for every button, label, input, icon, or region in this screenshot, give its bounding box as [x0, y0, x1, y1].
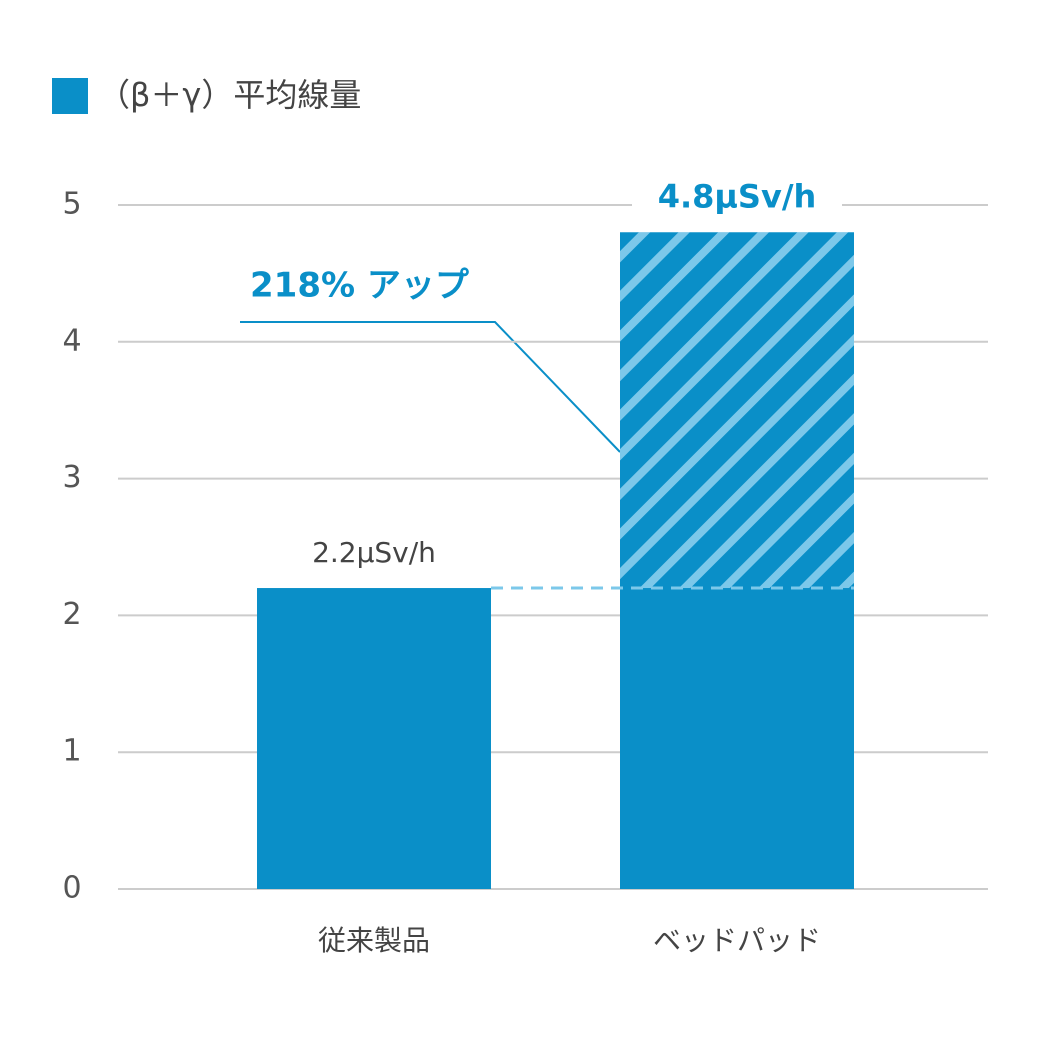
- y-tick-label: 4: [62, 323, 81, 358]
- value-label: 2.2μSv/h: [312, 536, 436, 569]
- y-tick-label: 1: [62, 734, 81, 769]
- y-tick-label: 5: [62, 187, 81, 222]
- y-tick-label: 3: [62, 460, 81, 495]
- x-tick-label: 従来製品: [318, 924, 430, 957]
- legend-label: （β＋γ）平均線量: [98, 76, 361, 114]
- value-label: 4.8μSv/h: [658, 177, 817, 215]
- leader-line: [240, 321, 621, 453]
- bar-increase: [620, 232, 854, 589]
- y-tick-label: 2: [62, 597, 81, 632]
- value-label-bg: [632, 176, 842, 221]
- x-tick-label: ベッドパッド: [653, 924, 821, 957]
- legend-swatch: [52, 78, 88, 114]
- y-tick-label: 0: [62, 871, 81, 906]
- bar: [257, 588, 491, 889]
- annotation: 218% アップ: [250, 266, 469, 306]
